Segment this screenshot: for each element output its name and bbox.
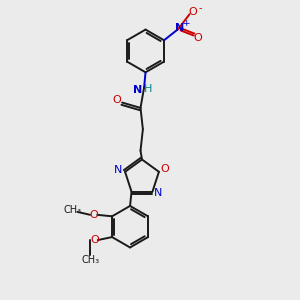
Text: CH₃: CH₃ xyxy=(81,255,100,265)
Text: O: O xyxy=(90,235,99,245)
Text: O: O xyxy=(189,7,197,17)
Text: CH₃: CH₃ xyxy=(64,205,82,215)
Text: O: O xyxy=(112,94,121,105)
Text: N: N xyxy=(114,165,123,175)
Text: O: O xyxy=(193,33,202,43)
Text: +: + xyxy=(182,19,189,28)
Text: O: O xyxy=(160,164,169,174)
Text: -: - xyxy=(199,3,202,13)
Text: N: N xyxy=(133,85,142,95)
Text: H: H xyxy=(144,84,153,94)
Text: O: O xyxy=(89,210,98,220)
Text: N: N xyxy=(175,23,184,33)
Text: N: N xyxy=(154,188,163,198)
